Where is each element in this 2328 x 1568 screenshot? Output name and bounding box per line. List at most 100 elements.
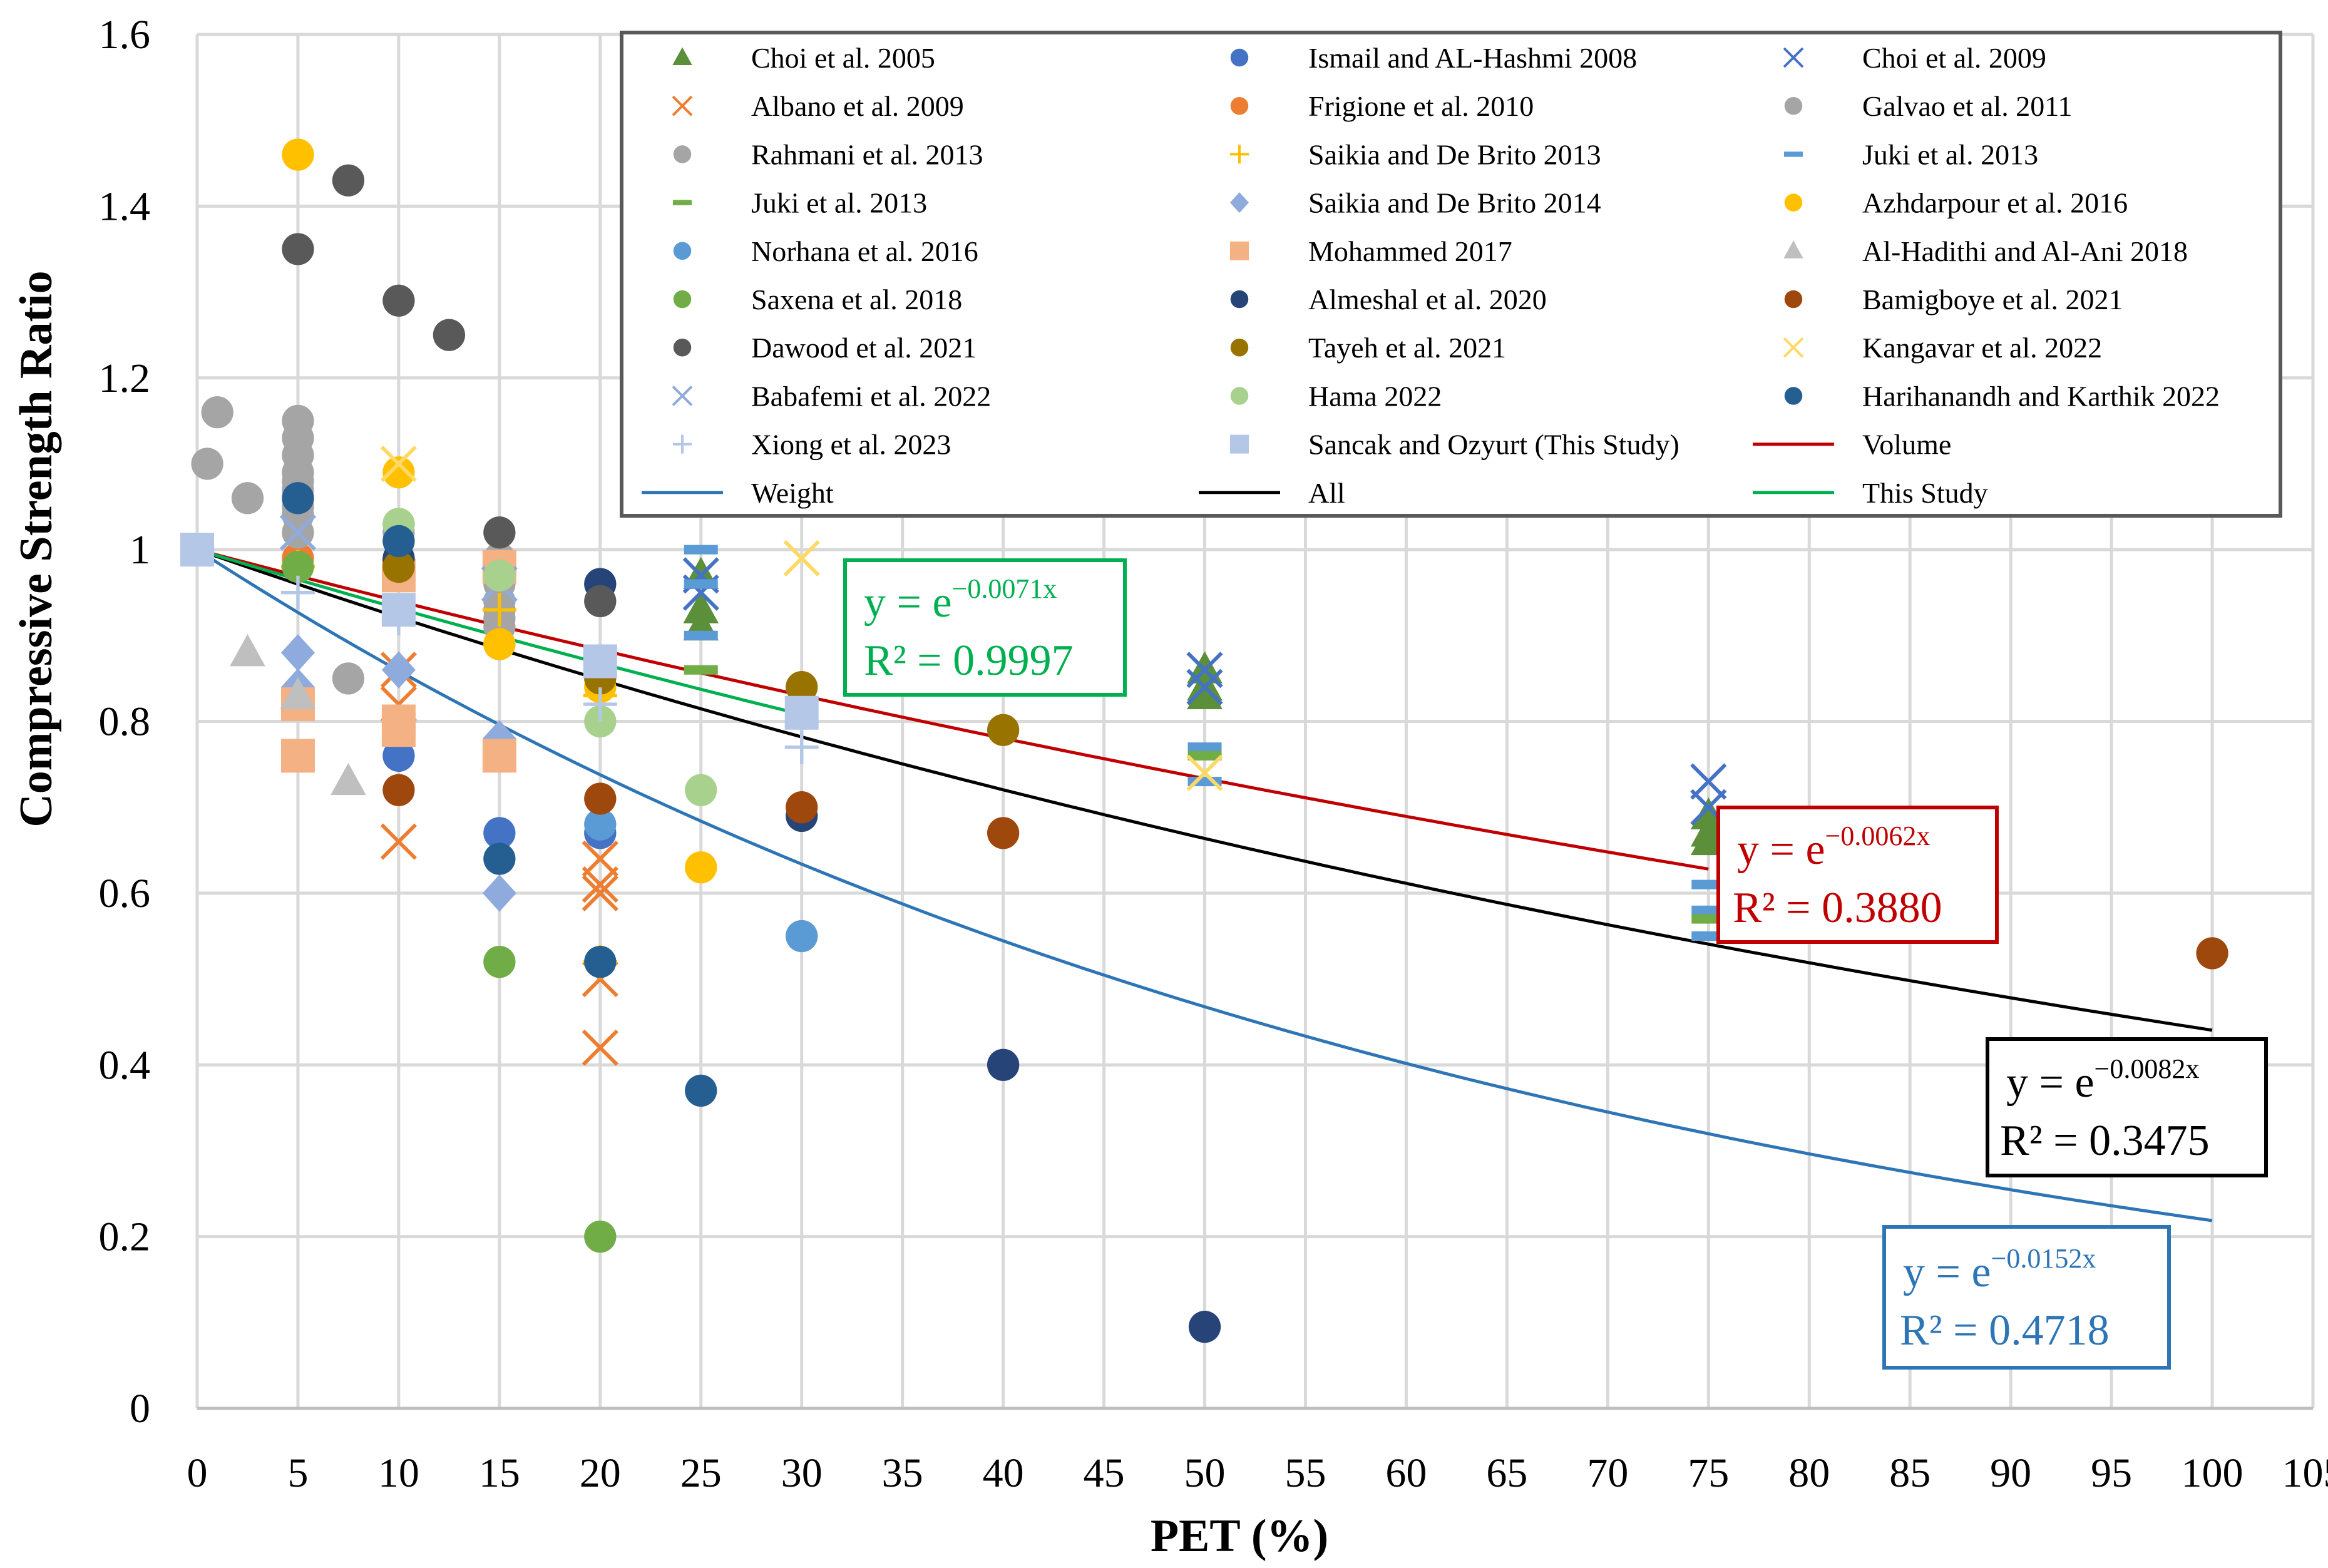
data-point	[332, 662, 365, 695]
data-point	[584, 945, 617, 978]
y-axis-title: Compressive Strength Ratio	[11, 270, 62, 827]
legend-marker	[672, 385, 693, 406]
data-point	[483, 843, 516, 875]
data-point	[1187, 677, 1223, 709]
data-point	[280, 575, 315, 610]
data-point	[381, 651, 416, 689]
y-tick-label: 0.2	[99, 1214, 151, 1260]
legend-label: Norhana et al. 2016	[751, 235, 978, 267]
data-point	[582, 866, 618, 903]
data-point	[382, 774, 415, 806]
legend-label: Saikia and De Brito 2014	[1308, 187, 1601, 219]
data-point	[282, 550, 314, 583]
equation-base: y = e	[864, 578, 952, 627]
data-point	[582, 840, 618, 878]
r-squared-text: R² = 0.4718	[1900, 1306, 2110, 1355]
equation-base: y = e	[1737, 826, 1825, 874]
legend-label: Galvao et al. 2011	[1862, 90, 2073, 122]
y-tick-label: 0.4	[99, 1042, 151, 1088]
data-point	[987, 714, 1020, 746]
y-tick-label: 0.6	[99, 871, 151, 916]
data-point	[1186, 669, 1223, 705]
data-point	[482, 593, 516, 627]
equation-box-weight: y = e−0.0152x R² = 0.4718	[1882, 1225, 2171, 1370]
legend-label: All	[1308, 477, 1345, 509]
data-point	[987, 817, 1020, 849]
legend-marker	[673, 290, 692, 309]
data-point	[1690, 763, 1727, 800]
x-tick-label: 55	[1285, 1450, 1326, 1496]
legend-marker	[1230, 241, 1249, 260]
data-point	[483, 628, 516, 660]
r-squared-text: R² = 0.9997	[864, 637, 1074, 685]
equation-text: y = e−0.0062x	[1737, 821, 1930, 874]
legend-label: Volume	[1862, 429, 1951, 461]
legend-label: Almeshal et al. 2020	[1308, 284, 1547, 315]
data-point	[381, 593, 416, 627]
data-point	[684, 630, 718, 640]
equation-border	[1882, 1225, 2171, 1370]
data-point	[279, 514, 317, 551]
legend-label: Hama 2022	[1308, 380, 1442, 412]
data-point	[483, 559, 516, 592]
equation-base: y = e	[1903, 1248, 1991, 1296]
x-tick-label: 15	[479, 1450, 520, 1496]
data-point	[584, 808, 617, 841]
data-point	[584, 1220, 617, 1253]
legend-marker	[1784, 96, 1803, 115]
legend-label: Babafemi et al. 2022	[751, 380, 991, 412]
legend-label: Al-Hadithi and Al-Ani 2018	[1862, 235, 2188, 267]
legend-marker	[672, 47, 692, 65]
data-point	[381, 713, 416, 747]
x-tick-label: 10	[378, 1450, 419, 1496]
legend-label: Weight	[751, 477, 834, 509]
data-point	[584, 705, 617, 738]
data-point	[1186, 754, 1223, 791]
legend-marker	[672, 95, 693, 116]
data-point	[483, 817, 516, 849]
legend-marker	[1784, 290, 1803, 309]
equation-base: y = e	[2006, 1058, 2095, 1107]
x-tick-label: 60	[1385, 1450, 1427, 1496]
legend-marker	[1230, 290, 1249, 309]
equation-text: y = e−0.0152x	[1903, 1243, 2096, 1296]
r-squared-text: R² = 0.3880	[1733, 884, 1942, 932]
data-point	[191, 448, 223, 480]
data-point	[1187, 751, 1222, 761]
data-point	[786, 791, 818, 824]
y-tick-label: 1	[130, 527, 150, 573]
equation-border	[1716, 806, 1999, 944]
equation-border	[1986, 1037, 2268, 1177]
data-point	[1187, 742, 1222, 752]
legend-marker	[1230, 387, 1249, 405]
data-point	[582, 874, 618, 911]
legend-marker	[1230, 434, 1249, 454]
legend-label: Juki et al. 2013	[1862, 138, 2038, 170]
legend-marker	[1230, 192, 1249, 213]
legend-marker	[1230, 145, 1249, 164]
legend-label: Choi et al. 2009	[1862, 42, 2046, 74]
legend-label: Dawood et al. 2021	[751, 332, 977, 364]
trendline-weight	[196, 548, 2213, 1222]
y-tick-label: 1.4	[99, 183, 151, 229]
legend-label: Xiong et al. 2023	[751, 429, 951, 461]
legend-box	[620, 31, 2282, 518]
legend-label: Sancak and Ozyurt (This Study)	[1308, 429, 1679, 461]
equation-text: y = e−0.0082x	[2006, 1053, 2199, 1107]
legend-label: Choi et al. 2005	[751, 42, 935, 74]
data-point	[786, 670, 818, 704]
legend-label: Saikia and De Brito 2013	[1308, 138, 1601, 170]
data-point	[483, 945, 516, 978]
legend-label: Mohammed 2017	[1308, 235, 1512, 267]
legend-label: Bamigboye et al. 2021	[1862, 284, 2123, 315]
equation-exponent: −0.0062x	[1825, 821, 1931, 851]
data-point	[685, 774, 717, 806]
data-point	[584, 585, 617, 618]
legend-marker	[1783, 47, 1804, 68]
legend-marker	[673, 200, 692, 205]
legend-marker	[1230, 338, 1249, 357]
data-point	[380, 823, 418, 860]
data-point	[331, 762, 366, 796]
legend-marker	[1784, 387, 1803, 405]
